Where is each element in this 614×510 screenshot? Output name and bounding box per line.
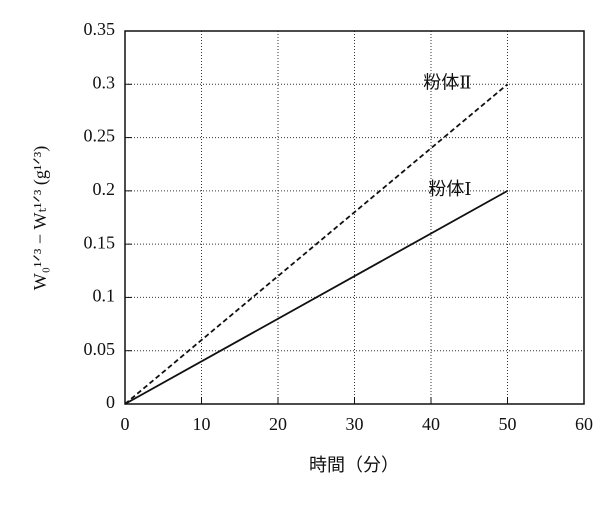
y-tick-label: 0.35 — [84, 19, 116, 39]
x-tick-label: 60 — [575, 414, 593, 434]
y-tick-label: 0.3 — [93, 72, 116, 92]
x-tick-label: 20 — [269, 414, 287, 434]
series-label: 粉体Ⅱ — [423, 72, 471, 92]
x-tick-label: 10 — [193, 414, 211, 434]
plot-frame — [124, 30, 585, 405]
x-tick-label: 30 — [346, 414, 364, 434]
series-line — [124, 190, 508, 405]
x-tick-label: 40 — [422, 414, 440, 434]
y-tick-label: 0.25 — [84, 126, 116, 146]
y-tick-label: 0.1 — [93, 286, 116, 306]
series-line — [124, 83, 509, 405]
y-tick-label: 0.15 — [84, 232, 116, 252]
x-tick-label: 50 — [499, 414, 517, 434]
y-tick-label: 0.2 — [93, 179, 116, 199]
y-tick-label: 0.05 — [84, 339, 116, 359]
series-label: 粉体Ⅰ — [428, 179, 471, 199]
y-axis-label: W₀¹ᐟ³ − Wₜ¹ᐟ³ (g¹ᐟ³) — [30, 146, 51, 291]
x-axis-label: 時間（分） — [309, 455, 399, 475]
x-tick-label: 0 — [121, 414, 130, 434]
y-tick-label: 0 — [106, 392, 115, 412]
